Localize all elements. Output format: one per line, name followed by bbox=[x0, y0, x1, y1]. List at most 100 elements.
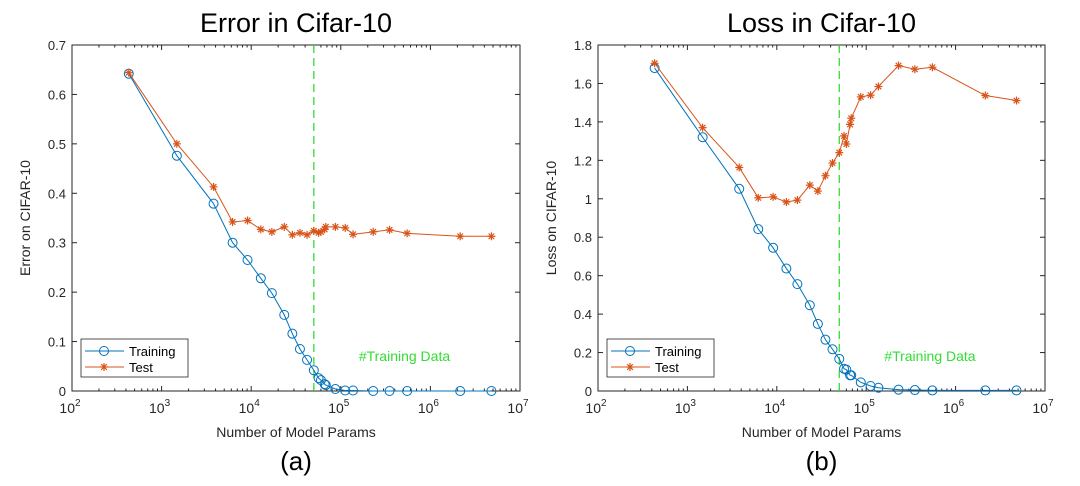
data-point-training bbox=[308, 365, 319, 376]
star-stroke bbox=[829, 159, 836, 167]
data-point-training bbox=[753, 224, 764, 235]
x-tick-base: 10 bbox=[59, 400, 75, 416]
star-stroke bbox=[794, 196, 801, 204]
data-point-training bbox=[846, 370, 857, 381]
x-tick-label: 102 bbox=[59, 398, 81, 416]
data-point-test bbox=[910, 65, 919, 74]
y-tick-label: 1.6 bbox=[574, 76, 592, 91]
star-stroke bbox=[229, 218, 236, 226]
x-tick-label: 103 bbox=[675, 398, 697, 416]
x-tick-label: 107 bbox=[507, 398, 529, 416]
data-point-training bbox=[330, 384, 341, 395]
y-tick-label: 0.4 bbox=[574, 307, 592, 322]
y-tick-label: 1.8 bbox=[574, 38, 592, 53]
data-point-test bbox=[821, 171, 830, 180]
x-tick-label: 104 bbox=[239, 398, 261, 416]
training-data-annotation: #Training Data bbox=[359, 348, 451, 364]
star-stroke bbox=[369, 228, 377, 236]
data-point-training bbox=[384, 386, 395, 396]
data-point-training bbox=[927, 385, 938, 396]
plot-area bbox=[597, 44, 1046, 392]
data-point-training bbox=[893, 384, 904, 395]
x-tick-base: 10 bbox=[943, 400, 959, 416]
data-point-test bbox=[754, 193, 763, 202]
legend-marker bbox=[100, 363, 108, 371]
star-stroke bbox=[806, 181, 814, 189]
data-point-training bbox=[455, 386, 466, 396]
star-stroke bbox=[769, 193, 777, 201]
data-point-training bbox=[294, 343, 305, 354]
data-point-training bbox=[302, 354, 313, 365]
data-point-training bbox=[368, 386, 379, 396]
data-point-training bbox=[348, 385, 359, 396]
data-point-training bbox=[827, 344, 838, 355]
data-point-test bbox=[813, 187, 822, 196]
y-tick-label: 0.6 bbox=[48, 87, 66, 102]
y-axis-label: Error on CIFAR-10 bbox=[17, 160, 33, 276]
star-stroke bbox=[244, 217, 251, 224]
data-point-training bbox=[227, 237, 238, 248]
x-tick-exponent: 6 bbox=[959, 398, 965, 409]
data-point-test bbox=[840, 131, 849, 140]
x-tick-label: 106 bbox=[943, 398, 965, 416]
x-tick-exponent: 5 bbox=[869, 398, 875, 409]
data-point-training bbox=[242, 255, 253, 266]
x-tick-label: 106 bbox=[418, 398, 440, 416]
x-tick-base: 10 bbox=[764, 400, 780, 416]
x-tick-exponent: 4 bbox=[254, 398, 260, 409]
data-point-test bbox=[698, 123, 707, 132]
y-tick-label: 0 bbox=[585, 384, 592, 399]
data-point-test bbox=[874, 82, 883, 91]
data-point-training bbox=[909, 385, 920, 396]
x-tick-label: 107 bbox=[1032, 398, 1054, 416]
x-tick-base: 10 bbox=[149, 400, 165, 416]
data-point-test bbox=[369, 227, 378, 236]
data-point-test bbox=[1012, 96, 1021, 105]
data-point-test bbox=[805, 181, 814, 190]
data-point-test bbox=[349, 230, 358, 239]
star-stroke bbox=[332, 223, 339, 231]
star-stroke bbox=[911, 65, 919, 73]
star-stroke bbox=[626, 363, 634, 371]
panel-label: (b) bbox=[806, 446, 838, 476]
y-tick-label: 0.5 bbox=[48, 137, 66, 152]
star-stroke bbox=[867, 91, 874, 99]
data-point-training bbox=[781, 263, 792, 274]
star-stroke bbox=[257, 226, 265, 233]
panel-label: (a) bbox=[280, 446, 312, 476]
data-point-test bbox=[846, 120, 855, 129]
y-tick-label: 1 bbox=[585, 192, 592, 207]
star-stroke bbox=[1013, 97, 1020, 104]
data-point-training bbox=[266, 288, 277, 299]
star-stroke bbox=[349, 231, 357, 238]
x-tick-base: 10 bbox=[418, 400, 434, 416]
star-stroke bbox=[651, 60, 658, 67]
data-point-training bbox=[287, 328, 298, 339]
x-tick-base: 10 bbox=[854, 400, 870, 416]
data-point-test bbox=[856, 92, 865, 101]
data-point-test bbox=[650, 59, 659, 68]
star-stroke bbox=[100, 363, 108, 371]
data-point-training bbox=[402, 386, 413, 396]
star-stroke bbox=[173, 140, 181, 148]
data-point-training bbox=[792, 279, 803, 290]
data-point-training bbox=[834, 353, 845, 364]
data-point-test bbox=[894, 61, 903, 70]
data-point-training bbox=[486, 386, 497, 396]
series-line-training bbox=[654, 67, 1017, 391]
data-point-training bbox=[865, 381, 876, 392]
x-tick-exponent: 2 bbox=[75, 398, 81, 409]
data-point-test bbox=[456, 232, 465, 241]
data-point-test bbox=[331, 222, 340, 231]
legend-marker bbox=[626, 363, 634, 371]
data-point-training bbox=[279, 309, 290, 320]
legend-label: Test bbox=[655, 360, 679, 375]
legend-box bbox=[606, 338, 715, 378]
x-tick-label: 105 bbox=[854, 398, 876, 416]
x-tick-exponent: 7 bbox=[1048, 398, 1054, 409]
star-stroke bbox=[840, 132, 848, 140]
legend-label: Training bbox=[655, 344, 701, 359]
